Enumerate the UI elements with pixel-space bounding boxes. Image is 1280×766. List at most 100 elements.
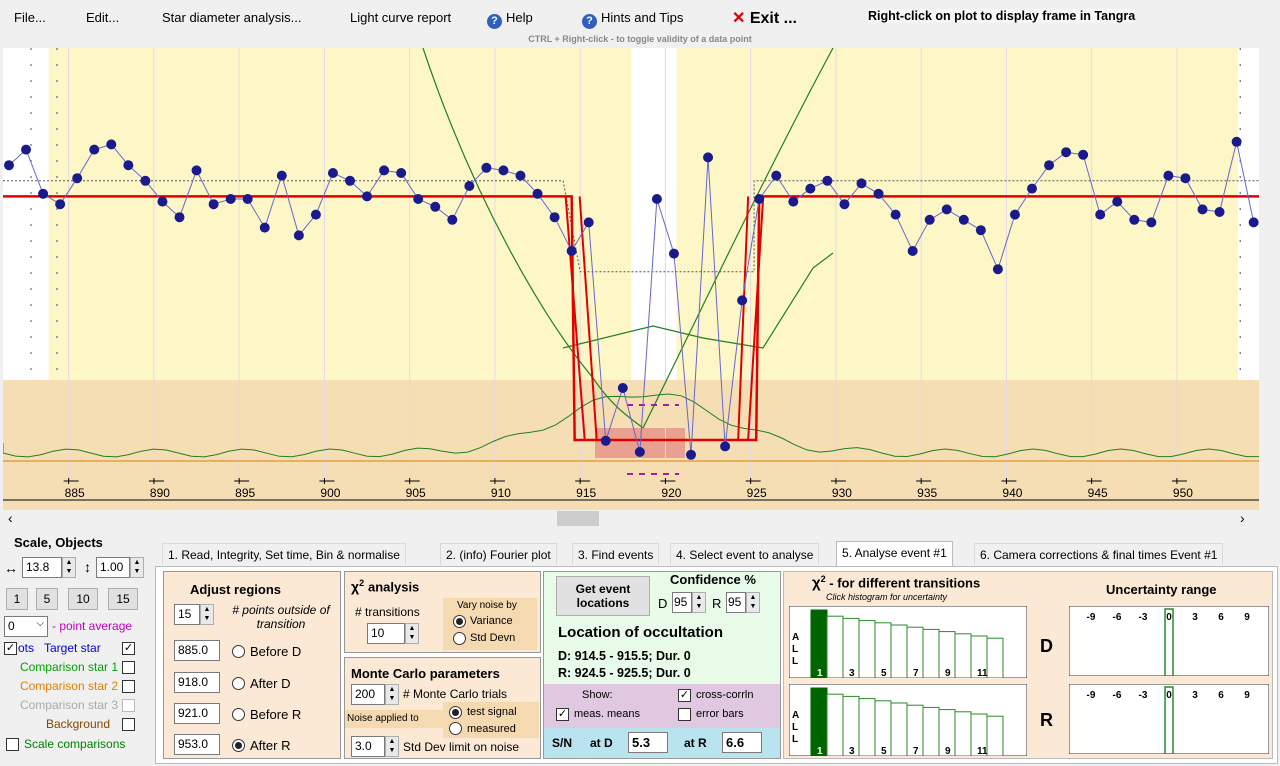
target-star-checkbox[interactable]: ✓ (122, 642, 135, 655)
get-event-locations-button[interactable]: Get event locations (556, 576, 650, 616)
data-point (873, 188, 884, 199)
h-scale-input[interactable]: 13.8 (22, 557, 62, 578)
tab-fourier-plot[interactable]: 2. (info) Fourier plot (440, 543, 557, 565)
menu-file[interactable]: File... (14, 10, 46, 25)
data-point (55, 199, 66, 210)
menu-exit[interactable]: ✕ Exit ... (732, 8, 797, 28)
point-average-select[interactable]: 0 ⌵ (4, 616, 48, 637)
menu-hints[interactable]: ? Hints and Tips (582, 10, 683, 29)
light-curve-svg[interactable]: 885 890 895 900 905 910 915 920 925 930 935 940 945 9… (3, 48, 1259, 510)
histogram-bar (986, 715, 1004, 756)
uncertainty-label: 6 (1218, 690, 1224, 701)
data-point (21, 144, 32, 155)
menu-help[interactable]: ? Help (487, 10, 533, 29)
scroll-thumb[interactable] (557, 511, 599, 526)
v-scale-spinner[interactable]: ▲ ▼ (130, 557, 144, 578)
after-d-radio[interactable] (232, 677, 245, 690)
before-r-radio[interactable] (232, 708, 245, 721)
std-devn-radio[interactable] (453, 632, 466, 645)
close-icon: ✕ (732, 10, 746, 27)
scale-button-15[interactable]: 15 (108, 588, 138, 610)
before-r-input[interactable]: 921.0 (174, 703, 220, 724)
error-bars-checkbox[interactable] (678, 708, 691, 721)
scale-button-10[interactable]: 10 (68, 588, 98, 610)
transitions-input[interactable]: 10 (367, 623, 405, 644)
comparison-star-2-label: Comparison star 2 (19, 679, 118, 693)
x-tick-label: 895 (235, 486, 255, 500)
uncertainty-frame (1069, 606, 1269, 676)
point-average-value: 0 (8, 619, 15, 633)
meas-means-checkbox[interactable]: ✓ (556, 708, 569, 721)
light-curve-plot[interactable]: 885 890 895 900 905 910 915 920 925 930 935 940 945 9… (3, 48, 1259, 510)
x-tick-label: 890 (150, 486, 170, 500)
menu-star-diameter[interactable]: Star diameter analysis... (162, 10, 302, 25)
monte-trials-input[interactable]: 200 (351, 684, 385, 705)
h-scale-spinner[interactable]: ▲ ▼ (62, 557, 76, 578)
scale-comparisons-label: Scale comparisons (24, 737, 126, 751)
uncertainty-label: -3 (1139, 690, 1148, 701)
histogram-side-letter: A (792, 710, 799, 721)
scroll-left-icon[interactable]: ‹ (8, 510, 13, 526)
monte-trials-label: # Monte Carlo trials (403, 687, 508, 701)
menu-light-curve-report[interactable]: Light curve report (350, 10, 452, 25)
before-d-input[interactable]: 885.0 (174, 640, 220, 661)
before-d-radio[interactable] (232, 645, 245, 658)
after-d-input[interactable]: 918.0 (174, 672, 220, 693)
d-histogram-letter: D (1040, 636, 1053, 656)
r-uncertainty-range[interactable]: -9 -6 -3 0 3 6 9 (1069, 684, 1269, 754)
cross-corr-checkbox[interactable]: ✓ (678, 689, 691, 702)
data-point (566, 246, 577, 256)
comparison-star-3-checkbox[interactable] (122, 699, 135, 712)
points-outside-input[interactable]: 15 (174, 604, 200, 625)
background-checkbox[interactable] (122, 718, 135, 731)
monte-trials-spinner[interactable]: ▲ ▼ (385, 684, 399, 705)
chi2-transitions-title: χ2 - for different transitions (812, 574, 980, 591)
confidence-d-spinner[interactable]: ▲ ▼ (692, 592, 706, 613)
menu-help-label: Help (506, 10, 533, 25)
data-point (276, 170, 287, 181)
tab-select-event[interactable]: 4. Select event to analyse (670, 543, 820, 565)
after-r-radio[interactable] (232, 739, 245, 752)
uncertainty-label: 0 (1166, 612, 1172, 623)
tab-analyse-event[interactable]: 5. Analyse event #1 (836, 541, 953, 567)
measured-radio[interactable] (449, 722, 462, 735)
uncertainty-title: Uncertainty range (1106, 582, 1217, 597)
plot-scrollbar[interactable]: ‹ › (0, 510, 1280, 527)
variance-radio[interactable] (453, 615, 466, 628)
v-scale-input[interactable]: 1.00 (96, 557, 130, 578)
green-curve-upper (562, 252, 834, 349)
before-region (48, 48, 632, 380)
points-outside-spinner[interactable]: ▲ ▼ (200, 604, 214, 625)
data-point (481, 162, 492, 173)
points-checkbox[interactable]: ✓ (4, 642, 17, 655)
std-limit-spinner[interactable]: ▲ ▼ (385, 736, 399, 757)
data-point (583, 217, 594, 228)
confidence-d-input[interactable]: 95 (672, 592, 692, 613)
d-uncertainty-range[interactable]: -9 -6 -3 0 3 6 9 (1069, 606, 1269, 676)
test-signal-radio[interactable] (449, 706, 462, 719)
scale-button-1[interactable]: 1 (6, 588, 28, 610)
variance-label: Variance (470, 615, 513, 627)
confidence-r-input[interactable]: 95 (726, 592, 746, 613)
uncertainty-label: -9 (1087, 690, 1096, 701)
scale-comparisons-checkbox[interactable] (6, 738, 19, 751)
comparison-star-2-checkbox[interactable] (122, 680, 135, 693)
scale-button-5[interactable]: 5 (36, 588, 58, 610)
comparison-star-1-checkbox[interactable] (122, 661, 135, 674)
chi-symbol: χ (812, 574, 821, 592)
tab-read-integrity[interactable]: 1. Read, Integrity, Set time, Bin & norm… (162, 543, 406, 565)
confidence-r-spinner[interactable]: ▲ ▼ (746, 592, 760, 613)
tab-find-events[interactable]: 3. Find events (572, 543, 660, 565)
std-limit-input[interactable]: 3.0 (351, 736, 385, 757)
scroll-right-icon[interactable]: › (1240, 510, 1245, 526)
data-point (89, 144, 100, 155)
transitions-spinner[interactable]: ▲ ▼ (405, 623, 419, 644)
data-point (123, 160, 134, 171)
histogram-label: 5 (881, 668, 887, 678)
menu-edit[interactable]: Edit... (86, 10, 120, 25)
tab-camera-corrections[interactable]: 6. Camera corrections & final times Even… (974, 543, 1224, 565)
after-r-input[interactable]: 953.0 (174, 734, 220, 755)
data-point (464, 181, 475, 191)
